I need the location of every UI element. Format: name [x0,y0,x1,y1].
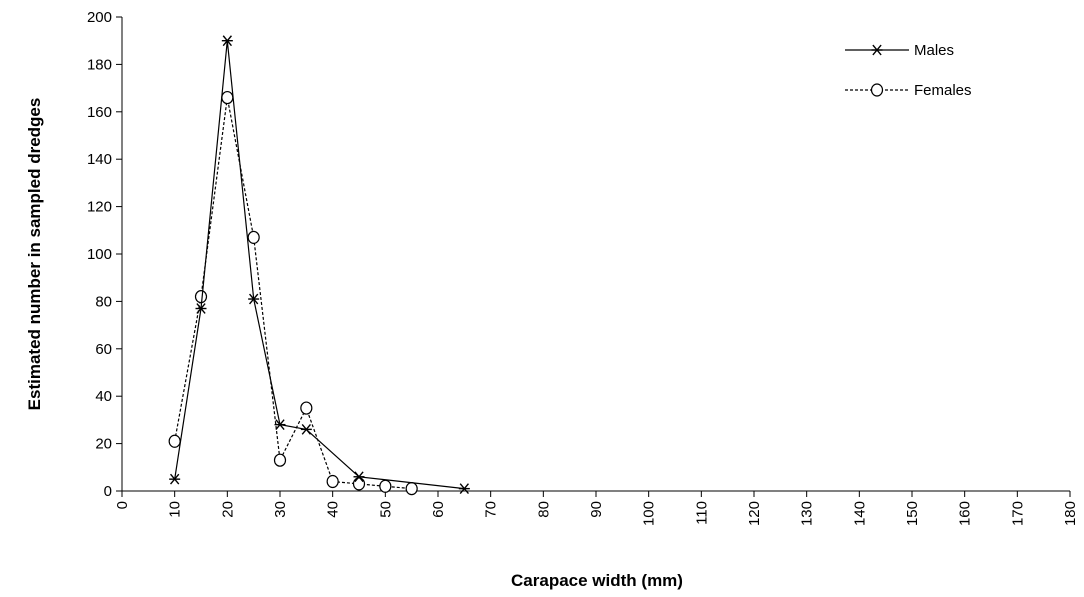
data-point [274,419,286,431]
y-tick-label: 0 [104,483,112,500]
data-point [195,303,207,314]
data-point-stroke [872,44,882,56]
y-tick-label: 100 [87,246,112,263]
x-tick-label: 170 [1009,501,1026,526]
x-tick-label: 80 [535,501,552,518]
data-point [248,293,260,305]
data-point-stroke [170,473,180,485]
legend: Males Females [845,42,972,99]
x-tick-label: 60 [430,501,447,518]
series-line [174,97,412,490]
y-ticks: 0 20 40 60 80 100 120 140 160 180 200 [87,9,122,500]
x-tick-label: 150 [904,501,921,526]
y-tick-label: 200 [87,9,112,26]
data-point [405,482,418,496]
x-tick-label: 120 [746,501,763,526]
y-axis-title: Estimated number in sampled dredges [25,98,44,411]
data-point [379,479,392,493]
y-tick-label: 140 [87,151,112,168]
x-tick-label: 140 [851,501,868,526]
x-tick-label: 40 [325,501,342,518]
y-tick-label: 180 [87,56,112,73]
data-point-stroke [196,303,206,314]
x-tick-label: 100 [641,501,658,526]
data-point [300,423,312,435]
x-tick-label: 160 [957,501,974,526]
data-point [870,83,884,97]
data-point-stroke [249,293,259,305]
legend-item-females: Females [845,82,972,99]
legend-label: Females [914,82,972,99]
x-tick-label: 30 [272,501,289,518]
x-tick-label: 10 [167,501,184,518]
x-tick-label: 0 [114,501,131,509]
data-point [326,474,339,489]
data-point [458,483,470,495]
data-point-stroke [301,423,311,435]
y-tick-label: 80 [95,293,112,310]
data-point [871,44,883,56]
x-tick-label: 110 [693,501,710,525]
data-point-stroke [459,483,469,495]
legend-label: Males [914,42,954,59]
x-ticks: 0 10 20 30 40 50 60 70 80 90 100 110 120 130 140 150 160… [114,491,1079,526]
series-males [169,35,470,495]
x-tick-label: 70 [483,501,500,518]
y-tick-label: 20 [95,436,112,453]
data-point [353,471,365,483]
x-tick-label: 90 [588,501,605,518]
y-tick-label: 160 [87,104,112,121]
series-females [168,90,418,496]
data-point [194,290,208,304]
x-axis-title: Carapace width (mm) [511,571,683,590]
data-point [168,434,181,448]
data-point [221,35,233,47]
legend-item-males: Males [845,42,954,59]
data-point [221,90,234,105]
data-point [247,230,260,245]
x-tick-label: 180 [1062,501,1079,526]
data-point-stroke [222,35,232,47]
x-tick-label: 20 [219,501,236,518]
y-tick-label: 60 [95,341,112,358]
y-tick-label: 40 [95,388,112,405]
y-tick-label: 120 [87,199,112,216]
series-line [174,40,465,490]
data-point [352,477,366,491]
data-point-stroke [354,471,364,483]
series-layer [168,35,470,496]
data-point-stroke [275,419,285,431]
x-tick-label: 130 [799,501,816,526]
x-tick-label: 50 [377,501,394,518]
data-point [300,401,313,415]
data-point [273,453,287,467]
data-point [169,473,181,485]
